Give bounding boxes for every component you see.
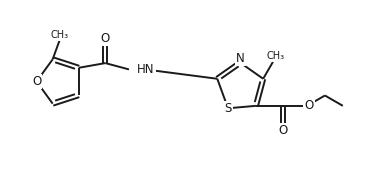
Text: O: O bbox=[101, 32, 110, 45]
Text: HN: HN bbox=[137, 63, 155, 76]
Text: O: O bbox=[278, 124, 288, 137]
Text: O: O bbox=[304, 99, 314, 112]
Text: S: S bbox=[224, 102, 232, 115]
Text: CH₃: CH₃ bbox=[51, 30, 69, 40]
Text: N: N bbox=[236, 52, 244, 65]
Text: O: O bbox=[32, 75, 41, 88]
Text: CH₃: CH₃ bbox=[266, 51, 285, 61]
